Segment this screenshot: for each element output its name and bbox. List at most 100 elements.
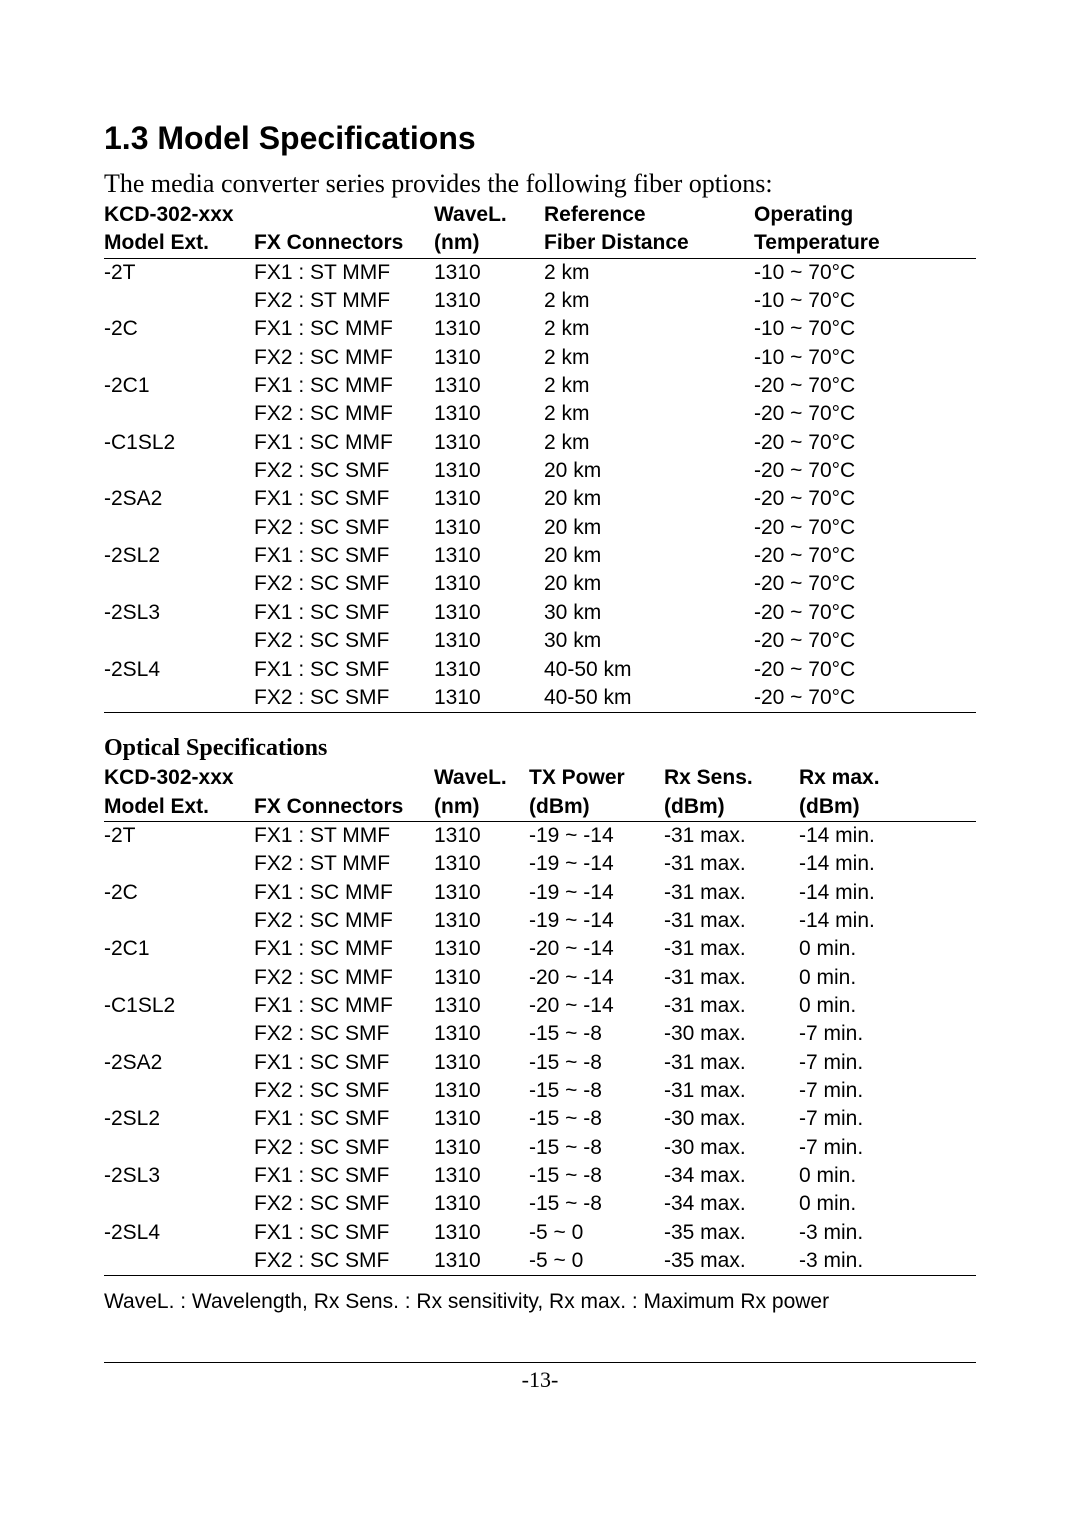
- table-cell: FX2 : ST MMF: [254, 850, 434, 878]
- table-cell: 1310: [434, 599, 544, 627]
- table-row: FX2 : SC SMF1310-15 ~ -8-34 max.0 min.: [104, 1190, 976, 1218]
- table-cell: 2 km: [544, 287, 754, 315]
- table-cell: FX2 : SC SMF: [254, 684, 434, 713]
- table-cell: 20 km: [544, 514, 754, 542]
- table-cell: [104, 570, 254, 598]
- table-cell: 1310: [434, 457, 544, 485]
- table-cell: -20 ~ 70°C: [754, 400, 976, 428]
- table-cell: FX1 : ST MMF: [254, 258, 434, 287]
- table-cell: 30 km: [544, 599, 754, 627]
- table-cell: [104, 1134, 254, 1162]
- table-cell: [104, 514, 254, 542]
- table-cell: -30 max.: [664, 1020, 799, 1048]
- table-cell: FX2 : SC MMF: [254, 400, 434, 428]
- table-cell: [104, 400, 254, 428]
- table-row: FX2 : SC MMF1310-20 ~ -14-31 max.0 min.: [104, 964, 976, 992]
- table-cell: -10 ~ 70°C: [754, 315, 976, 343]
- table-cell: 20 km: [544, 570, 754, 598]
- table-cell: -5 ~ 0: [529, 1219, 664, 1247]
- table-cell: [104, 457, 254, 485]
- table-cell: 1310: [434, 514, 544, 542]
- th2-rm-a: Rx max.: [799, 764, 976, 792]
- table-cell: 1310: [434, 1020, 529, 1048]
- th2-rm-b: (dBm): [799, 793, 976, 822]
- table-cell: FX1 : SC SMF: [254, 1162, 434, 1190]
- table-cell: [104, 1077, 254, 1105]
- table-cell: FX2 : SC MMF: [254, 907, 434, 935]
- table-row: FX2 : SC SMF131020 km-20 ~ 70°C: [104, 514, 976, 542]
- table-cell: -7 min.: [799, 1105, 976, 1133]
- table-cell: 1310: [434, 1049, 529, 1077]
- table-cell: -15 ~ -8: [529, 1162, 664, 1190]
- table-cell: 1310: [434, 570, 544, 598]
- table-row: FX2 : SC MMF13102 km-20 ~ 70°C: [104, 400, 976, 428]
- table-row: FX2 : SC SMF131020 km-20 ~ 70°C: [104, 570, 976, 598]
- table-cell: 1310: [434, 992, 529, 1020]
- th2-tx-b: (dBm): [529, 793, 664, 822]
- table-cell: 1310: [434, 372, 544, 400]
- table-cell: 1310: [434, 400, 544, 428]
- table-cell: [104, 344, 254, 372]
- table-cell: 2 km: [544, 258, 754, 287]
- table-row: -2TFX1 : ST MMF13102 km-10 ~ 70°C: [104, 258, 976, 287]
- table-cell: -34 max.: [664, 1190, 799, 1218]
- th-temp-b: Temperature: [754, 229, 976, 258]
- table-cell: 1310: [434, 821, 529, 850]
- table-cell: -30 max.: [664, 1134, 799, 1162]
- table-cell: -C1SL2: [104, 992, 254, 1020]
- table-cell: -10 ~ 70°C: [754, 287, 976, 315]
- table-cell: -3 min.: [799, 1247, 976, 1276]
- table-cell: -5 ~ 0: [529, 1247, 664, 1276]
- table-cell: 1310: [434, 935, 529, 963]
- table-cell: [104, 684, 254, 713]
- table-cell: 1310: [434, 485, 544, 513]
- table-cell: FX1 : SC MMF: [254, 935, 434, 963]
- table-cell: -20 ~ 70°C: [754, 457, 976, 485]
- table-cell: FX1 : ST MMF: [254, 821, 434, 850]
- table-cell: -2C1: [104, 372, 254, 400]
- table-cell: -14 min.: [799, 907, 976, 935]
- th2-wl-a: WaveL.: [434, 764, 529, 792]
- table-cell: -2SL3: [104, 1162, 254, 1190]
- table-cell: 1310: [434, 344, 544, 372]
- table-cell: FX2 : SC MMF: [254, 344, 434, 372]
- th-fx-a: [254, 201, 434, 229]
- table-cell: 2 km: [544, 429, 754, 457]
- table-cell: -19 ~ -14: [529, 907, 664, 935]
- table-cell: -20 ~ 70°C: [754, 627, 976, 655]
- th-wl-a: WaveL.: [434, 201, 544, 229]
- table-cell: -2SL4: [104, 656, 254, 684]
- table-row: FX2 : SC SMF1310-15 ~ -8-30 max.-7 min.: [104, 1134, 976, 1162]
- table-cell: FX2 : SC SMF: [254, 627, 434, 655]
- page-number: -13-: [522, 1367, 559, 1392]
- table-cell: FX1 : SC SMF: [254, 656, 434, 684]
- table-cell: -19 ~ -14: [529, 850, 664, 878]
- table-cell: -7 min.: [799, 1077, 976, 1105]
- table-cell: FX2 : SC MMF: [254, 964, 434, 992]
- table-cell: -15 ~ -8: [529, 1077, 664, 1105]
- table-cell: 1310: [434, 1247, 529, 1276]
- table-row: -2SL2FX1 : SC SMF131020 km-20 ~ 70°C: [104, 542, 976, 570]
- th2-wl-b: (nm): [434, 793, 529, 822]
- table-cell: 1310: [434, 1077, 529, 1105]
- table-cell: [104, 850, 254, 878]
- table-cell: 20 km: [544, 542, 754, 570]
- table-cell: -C1SL2: [104, 429, 254, 457]
- table-cell: -2C: [104, 879, 254, 907]
- table-cell: 1310: [434, 1105, 529, 1133]
- table-cell: 1310: [434, 258, 544, 287]
- th-fx-b: FX Connectors: [254, 229, 434, 258]
- table-cell: 2 km: [544, 315, 754, 343]
- table-cell: [104, 1020, 254, 1048]
- table-cell: 1310: [434, 964, 529, 992]
- table-cell: [104, 287, 254, 315]
- th2-tx-a: TX Power: [529, 764, 664, 792]
- table-cell: -31 max.: [664, 879, 799, 907]
- th-wl-b: (nm): [434, 229, 544, 258]
- section-heading: 1.3 Model Specifications: [104, 120, 976, 157]
- table-cell: -2SL2: [104, 542, 254, 570]
- table-cell: FX1 : SC SMF: [254, 485, 434, 513]
- table-cell: -15 ~ -8: [529, 1105, 664, 1133]
- table-cell: -20 ~ 70°C: [754, 514, 976, 542]
- table-row: -2C1FX1 : SC MMF1310-20 ~ -14-31 max.0 m…: [104, 935, 976, 963]
